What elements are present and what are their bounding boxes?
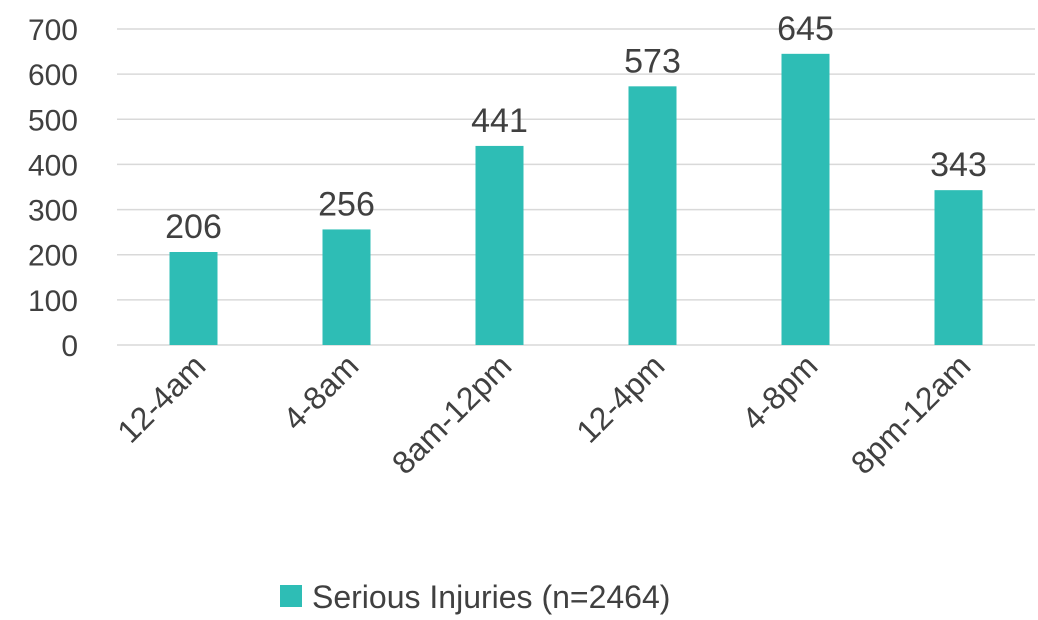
x-tick-label: 4-8am <box>276 347 366 437</box>
gridlines <box>117 28 1035 346</box>
bar <box>628 86 677 346</box>
legend-swatch <box>280 585 302 607</box>
y-tick-label: 600 <box>28 59 78 92</box>
y-tick-label: 300 <box>28 195 78 228</box>
legend-label: Serious Injuries (n=2464) <box>312 579 670 615</box>
bar <box>781 53 830 345</box>
x-tick-label: 4-8pm <box>735 347 825 437</box>
x-tick-label: 12-4am <box>110 347 212 449</box>
data-label: 343 <box>930 146 987 184</box>
y-axis-ticks: 0 100 200 300 400 500 600 700 <box>28 14 78 363</box>
x-tick-label: 12-4pm <box>569 347 671 449</box>
y-tick-label: 500 <box>28 104 78 137</box>
x-axis-labels: 12-4am 4-8am 8am-12pm 12-4pm 4-8pm 8pm-12am <box>110 347 977 481</box>
bar <box>475 145 524 345</box>
data-label: 645 <box>777 10 834 48</box>
y-tick-label: 100 <box>28 285 78 318</box>
y-tick-label: 0 <box>61 330 78 363</box>
data-label: 256 <box>318 185 375 223</box>
bars <box>169 53 983 346</box>
y-tick-label: 400 <box>28 149 78 182</box>
data-label: 206 <box>165 208 222 246</box>
bar <box>169 252 218 345</box>
x-tick-label: 8pm-12am <box>844 347 978 481</box>
bar <box>934 190 983 345</box>
y-tick-label: 200 <box>28 240 78 273</box>
data-label: 573 <box>624 42 681 80</box>
bar <box>322 229 371 345</box>
y-tick-label: 700 <box>28 14 78 47</box>
data-labels: 206 256 441 573 645 343 <box>165 10 987 246</box>
x-tick-label: 8am-12pm <box>385 347 519 481</box>
legend: Serious Injuries (n=2464) <box>280 579 670 615</box>
data-label: 441 <box>471 102 528 140</box>
